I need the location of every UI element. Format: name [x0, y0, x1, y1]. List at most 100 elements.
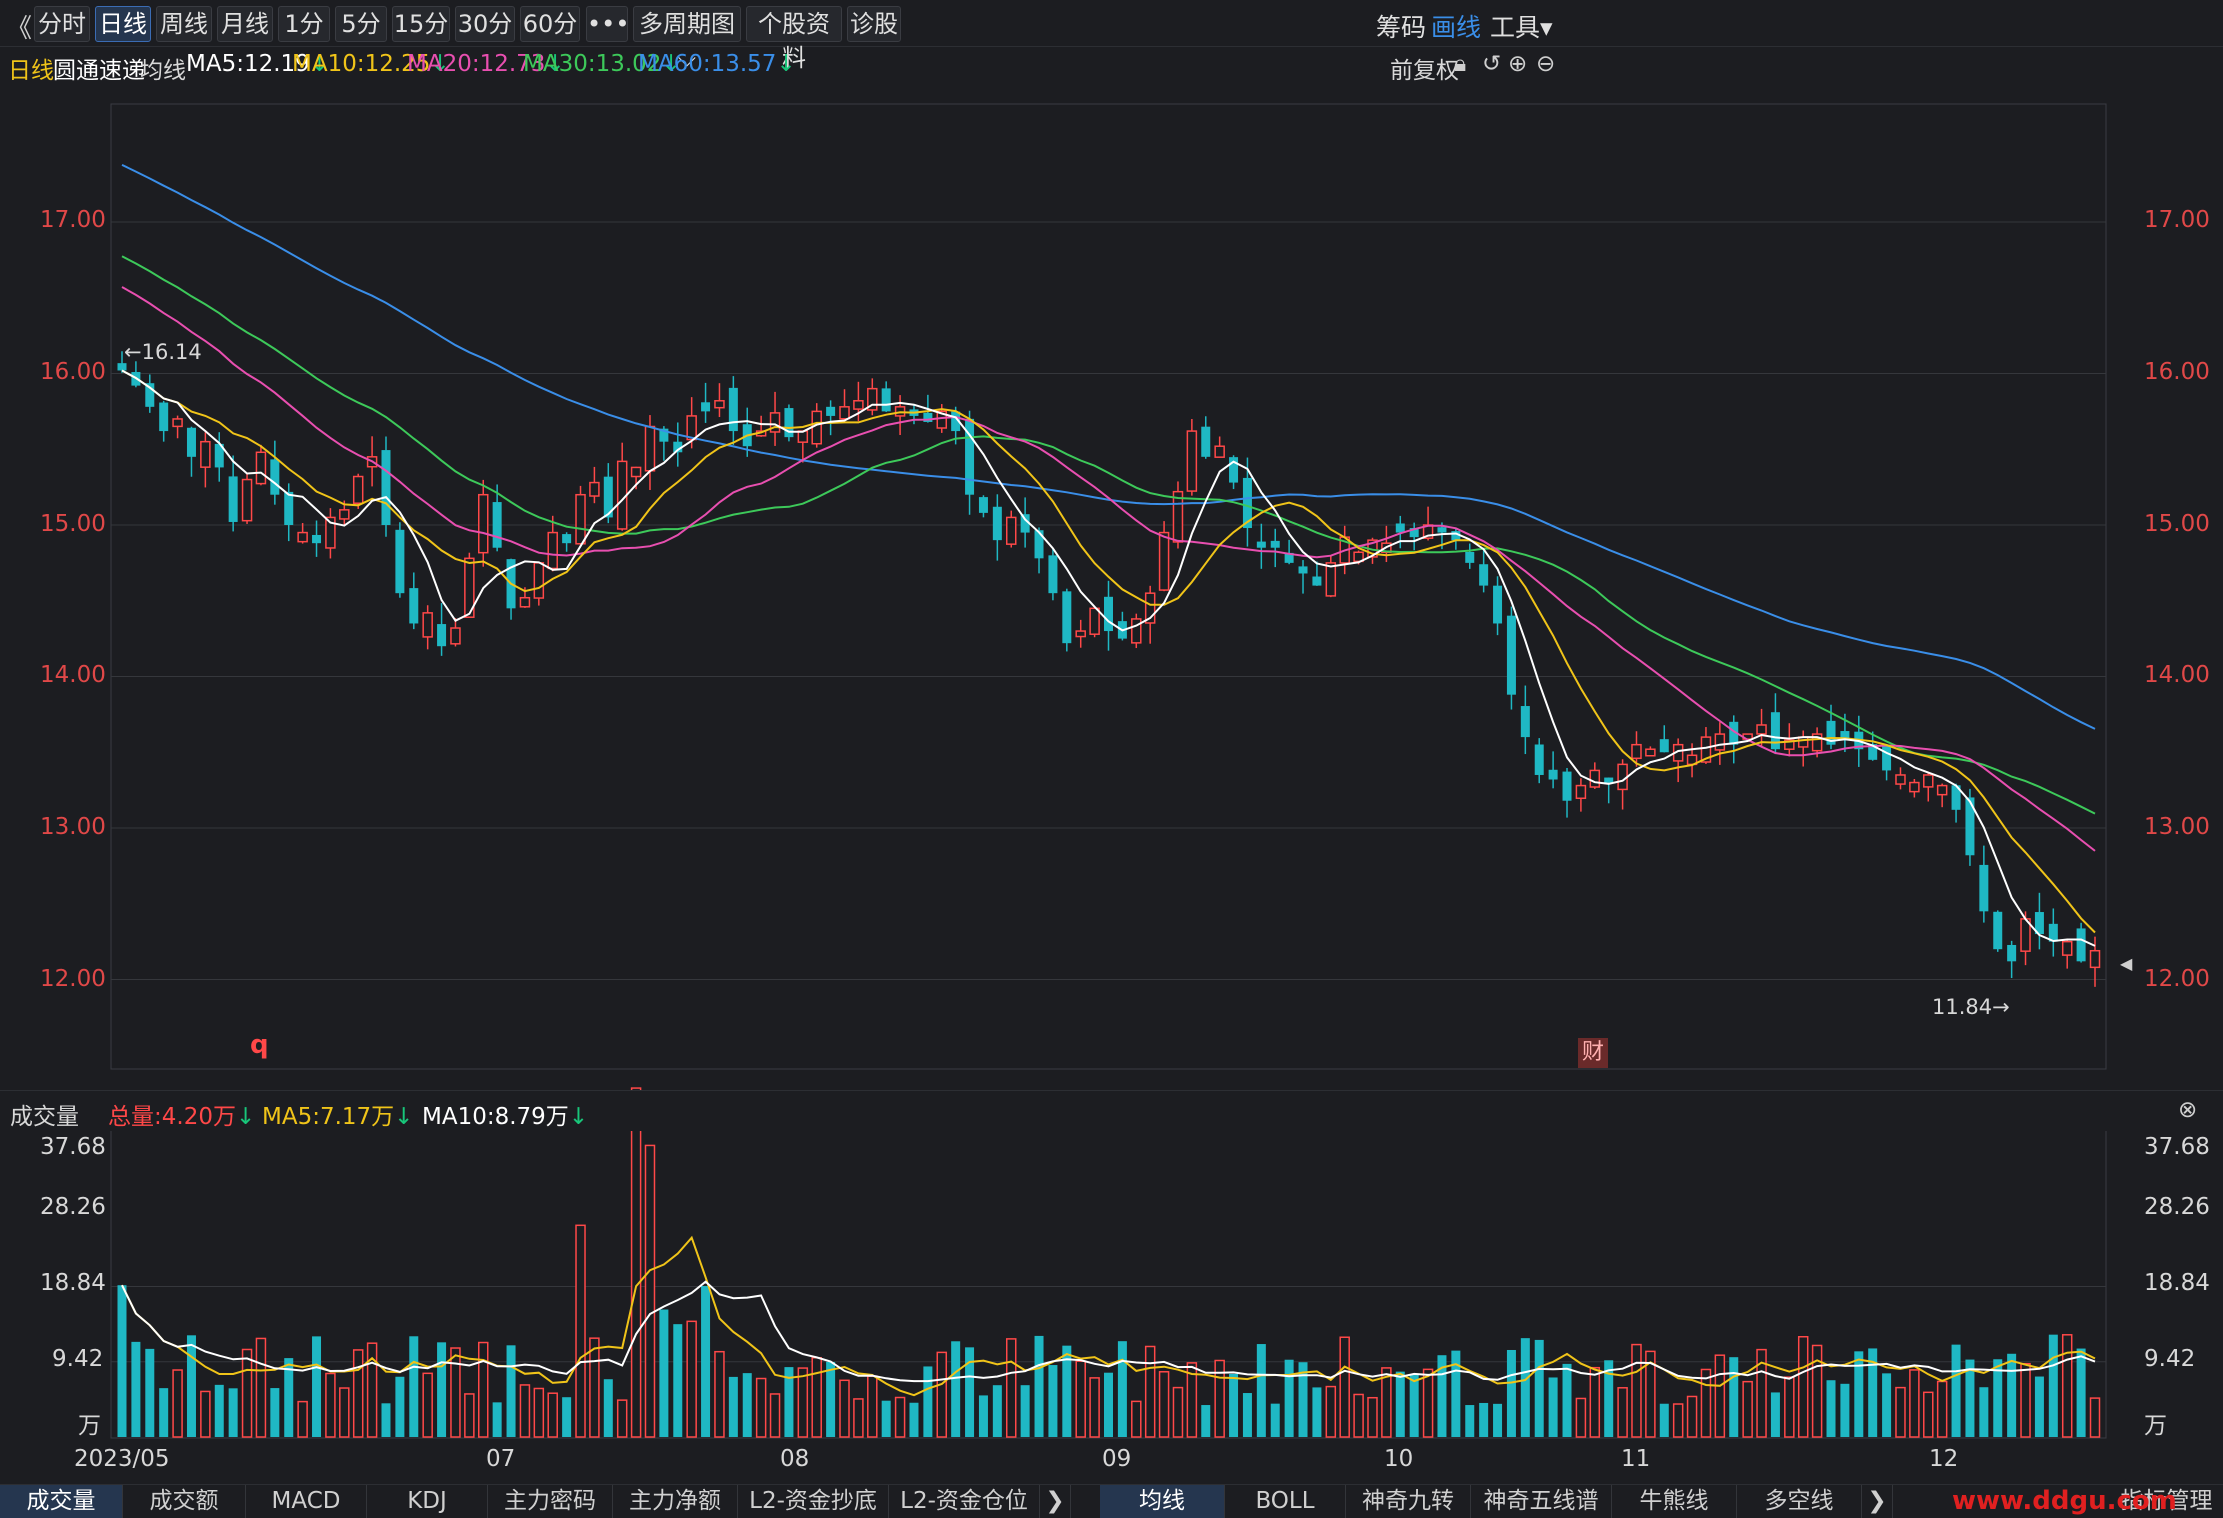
volume-unit-right: 万 [2144, 1413, 2167, 1439]
volume-ma5-line [121, 1235, 2096, 1397]
volume-tick-left: 18.84 [40, 1270, 106, 1296]
tab-bull-bear[interactable]: 牛熊线 [1612, 1485, 1737, 1518]
zoom-out-icon[interactable]: ⊖ [1536, 51, 1556, 77]
tab-15min[interactable]: 15分 [392, 6, 450, 42]
candle-body-down [1034, 530, 1044, 559]
tab-weekly[interactable]: 周线 [156, 6, 212, 42]
chip-button[interactable]: 筹码 [1376, 13, 1427, 42]
candle-body-up [1186, 430, 1198, 492]
volume-bar-down [214, 1384, 224, 1437]
tab-magic-nine[interactable]: 神奇九转 [1346, 1485, 1471, 1518]
tab-magic-five[interactable]: 神奇五线谱 [1471, 1485, 1612, 1518]
tab-long-short[interactable]: 多空线 [1737, 1485, 1862, 1518]
tab-daily[interactable]: 日线 [95, 6, 151, 42]
volume-bar-up [1714, 1354, 1726, 1438]
volume-bar-down [1242, 1393, 1252, 1437]
candle-body-up [1936, 784, 1948, 796]
candle-body-up [769, 412, 781, 433]
tab-kdj[interactable]: KDJ [367, 1485, 488, 1518]
volume-bar-down [1493, 1403, 1503, 1437]
q-event-marker[interactable]: q [250, 1030, 269, 1060]
tab-1min[interactable]: 1分 [278, 6, 330, 42]
tab-turnover[interactable]: 成交额 [123, 1485, 246, 1518]
tab-boll[interactable]: BOLL [1225, 1485, 1346, 1518]
volume-bar-down [1201, 1405, 1211, 1437]
price-panel-frame [110, 103, 2107, 1070]
tab-main-net[interactable]: 主力净额 [613, 1485, 738, 1518]
tools-dropdown[interactable]: 工具▾ [1490, 13, 1553, 42]
volume-bar-down [1451, 1350, 1461, 1437]
finance-event-marker[interactable]: 财 [1578, 1038, 1608, 1068]
tab-60min[interactable]: 60分 [520, 6, 580, 42]
candle-body-up [867, 387, 878, 411]
volume-bar-up [797, 1367, 809, 1438]
collapse-icon[interactable]: 《 [6, 14, 33, 44]
tab-l2-position[interactable]: L2-资金仓位 [889, 1485, 1040, 1518]
scroll-right-icon[interactable]: ❯ [1862, 1485, 1893, 1518]
candle-body-down [1451, 531, 1461, 541]
volume-bar-down [270, 1388, 280, 1437]
volume-bar-up [811, 1357, 822, 1438]
volume-bar-down [701, 1285, 711, 1437]
price-tick-left: 16.00 [40, 359, 106, 385]
tab-fenshi[interactable]: 分时 [34, 6, 90, 42]
volume-bar-up [1172, 1386, 1184, 1438]
volume-bar-down [437, 1342, 447, 1437]
undo-icon[interactable]: ↺ [1482, 51, 1502, 77]
volume-ma5: MA5:7.17万↓ [262, 1104, 414, 1130]
volume-tick-right: 9.42 [2144, 1346, 2196, 1372]
zoom-in-icon[interactable]: ⊕ [1508, 51, 1528, 77]
volume-bar-down [784, 1367, 794, 1437]
x-tick: 09 [1102, 1446, 1132, 1472]
tab-macd[interactable]: MACD [246, 1485, 367, 1518]
candle-body-down [2034, 912, 2044, 935]
volume-bar-up [1936, 1380, 1948, 1438]
volume-bar-down [1729, 1357, 1739, 1437]
tab-stock-info[interactable]: 个股资料 [746, 6, 842, 72]
candle-body-up [1714, 733, 1726, 751]
lock-icon[interactable]: 🔒︎ [1454, 51, 1467, 77]
draw-line-button[interactable]: 画线 [1431, 13, 1482, 42]
candle-body-up [1923, 774, 1934, 788]
indicator-manage-button[interactable]: 指标管理 [2120, 1488, 2213, 1514]
candle-body-up [241, 478, 253, 522]
candle-body-down [381, 450, 391, 525]
adjust-mode[interactable]: 前复权 [1390, 58, 1459, 84]
volume-bar-down [1284, 1359, 1294, 1437]
candle-body-down [1465, 551, 1475, 563]
price-grid [110, 103, 2107, 1439]
scroll-right-icon[interactable]: ❯ [1040, 1485, 1071, 1518]
candle-body-down [1548, 769, 1558, 780]
candle-body-down [881, 388, 891, 412]
candle-body-down [965, 418, 975, 495]
tab-30min[interactable]: 30分 [455, 6, 515, 42]
more-icon[interactable]: ••• [586, 6, 629, 42]
candle-body-down [1965, 797, 1975, 856]
volume-bar-down [492, 1402, 502, 1437]
tab-5min[interactable]: 5分 [335, 6, 387, 42]
volume-bar-down [1965, 1359, 1975, 1437]
candle-body-up [853, 400, 864, 410]
volume-bar-down [117, 1285, 127, 1437]
ma-legend-bar: 日线 圆通速递 均线 MA5:12.19↓ MA10:12.25↓ MA20:1… [0, 47, 2223, 87]
volume-bar-up [867, 1375, 878, 1438]
volume-bar-up [1214, 1359, 1225, 1438]
volume-tick-left: 37.68 [40, 1134, 106, 1160]
close-panel-icon[interactable]: ⊗ [2178, 1097, 2198, 1123]
volume-bar-down [1951, 1344, 1961, 1437]
tab-ma[interactable]: 均线 [1100, 1485, 1225, 1518]
tab-l2-bottom[interactable]: L2-资金抄底 [738, 1485, 889, 1518]
current-price-pointer-icon: ◀ [2120, 954, 2133, 973]
candle-body-down [784, 408, 794, 438]
candle-body-down [701, 402, 711, 412]
tab-main-code[interactable]: 主力密码 [488, 1485, 613, 1518]
tab-monthly[interactable]: 月线 [217, 6, 273, 42]
tab-volume[interactable]: 成交量 [0, 1485, 123, 1518]
ma-label[interactable]: 均线 [140, 58, 186, 84]
multi-period-dropdown[interactable]: 多周期图 ⌵ [633, 6, 741, 72]
candle-body-up [1575, 784, 1587, 800]
tab-diagnosis[interactable]: 诊股 [847, 6, 901, 42]
candle-body-up [325, 516, 336, 549]
volume-bar-up [1089, 1377, 1100, 1438]
